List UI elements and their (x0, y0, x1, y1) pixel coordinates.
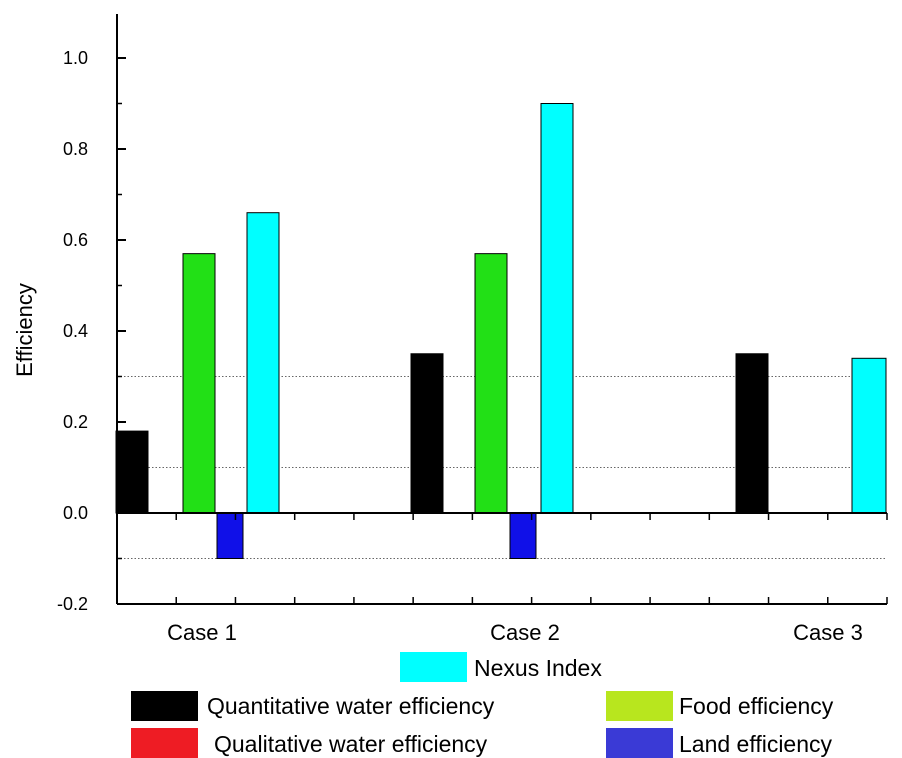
bar (246, 212, 280, 514)
legend-swatch (606, 691, 673, 721)
y-tick-label: 0.6 (63, 230, 88, 250)
bar (735, 353, 769, 514)
legend-label: Qualitative water efficiency (214, 731, 488, 757)
x-tick-label: Case 1 (167, 620, 237, 645)
axes (116, 14, 887, 605)
y-tick-label: 0.2 (63, 412, 88, 432)
x-tick-label: Case 3 (793, 620, 863, 645)
bar (540, 103, 574, 514)
legend-label: Land efficiency (679, 731, 833, 757)
bar (182, 253, 216, 514)
y-tick-label: 0.4 (63, 321, 88, 341)
y-tick-label: -0.2 (57, 594, 88, 614)
legend-label: Nexus Index (474, 655, 602, 681)
x-axis-ticks: Case 1 Case 2 Case 3 (116, 513, 888, 645)
legend-swatch (606, 728, 673, 758)
bar (216, 512, 244, 559)
legend-label: Food efficiency (679, 693, 834, 719)
bar (115, 430, 149, 514)
y-tick-label: 0.8 (63, 139, 88, 159)
y-axis-label: Efficiency (12, 283, 37, 377)
bar (851, 357, 887, 514)
bars (115, 103, 887, 559)
legend: Nexus Index Quantitative water efficiency… (131, 652, 834, 758)
y-tick-label: 1.0 (63, 48, 88, 68)
bar (509, 512, 537, 559)
bar (474, 253, 508, 514)
legend-swatch (131, 691, 198, 721)
y-tick-label: 0.0 (63, 503, 88, 523)
bar (410, 353, 444, 514)
y-axis-ticks: -0.2 0.0 0.2 0.4 0.6 0.8 1.0 (57, 48, 126, 614)
legend-label: Quantitative water efficiency (207, 693, 495, 719)
legend-swatch (400, 652, 467, 682)
legend-swatch (131, 728, 198, 758)
x-tick-label: Case 2 (490, 620, 560, 645)
